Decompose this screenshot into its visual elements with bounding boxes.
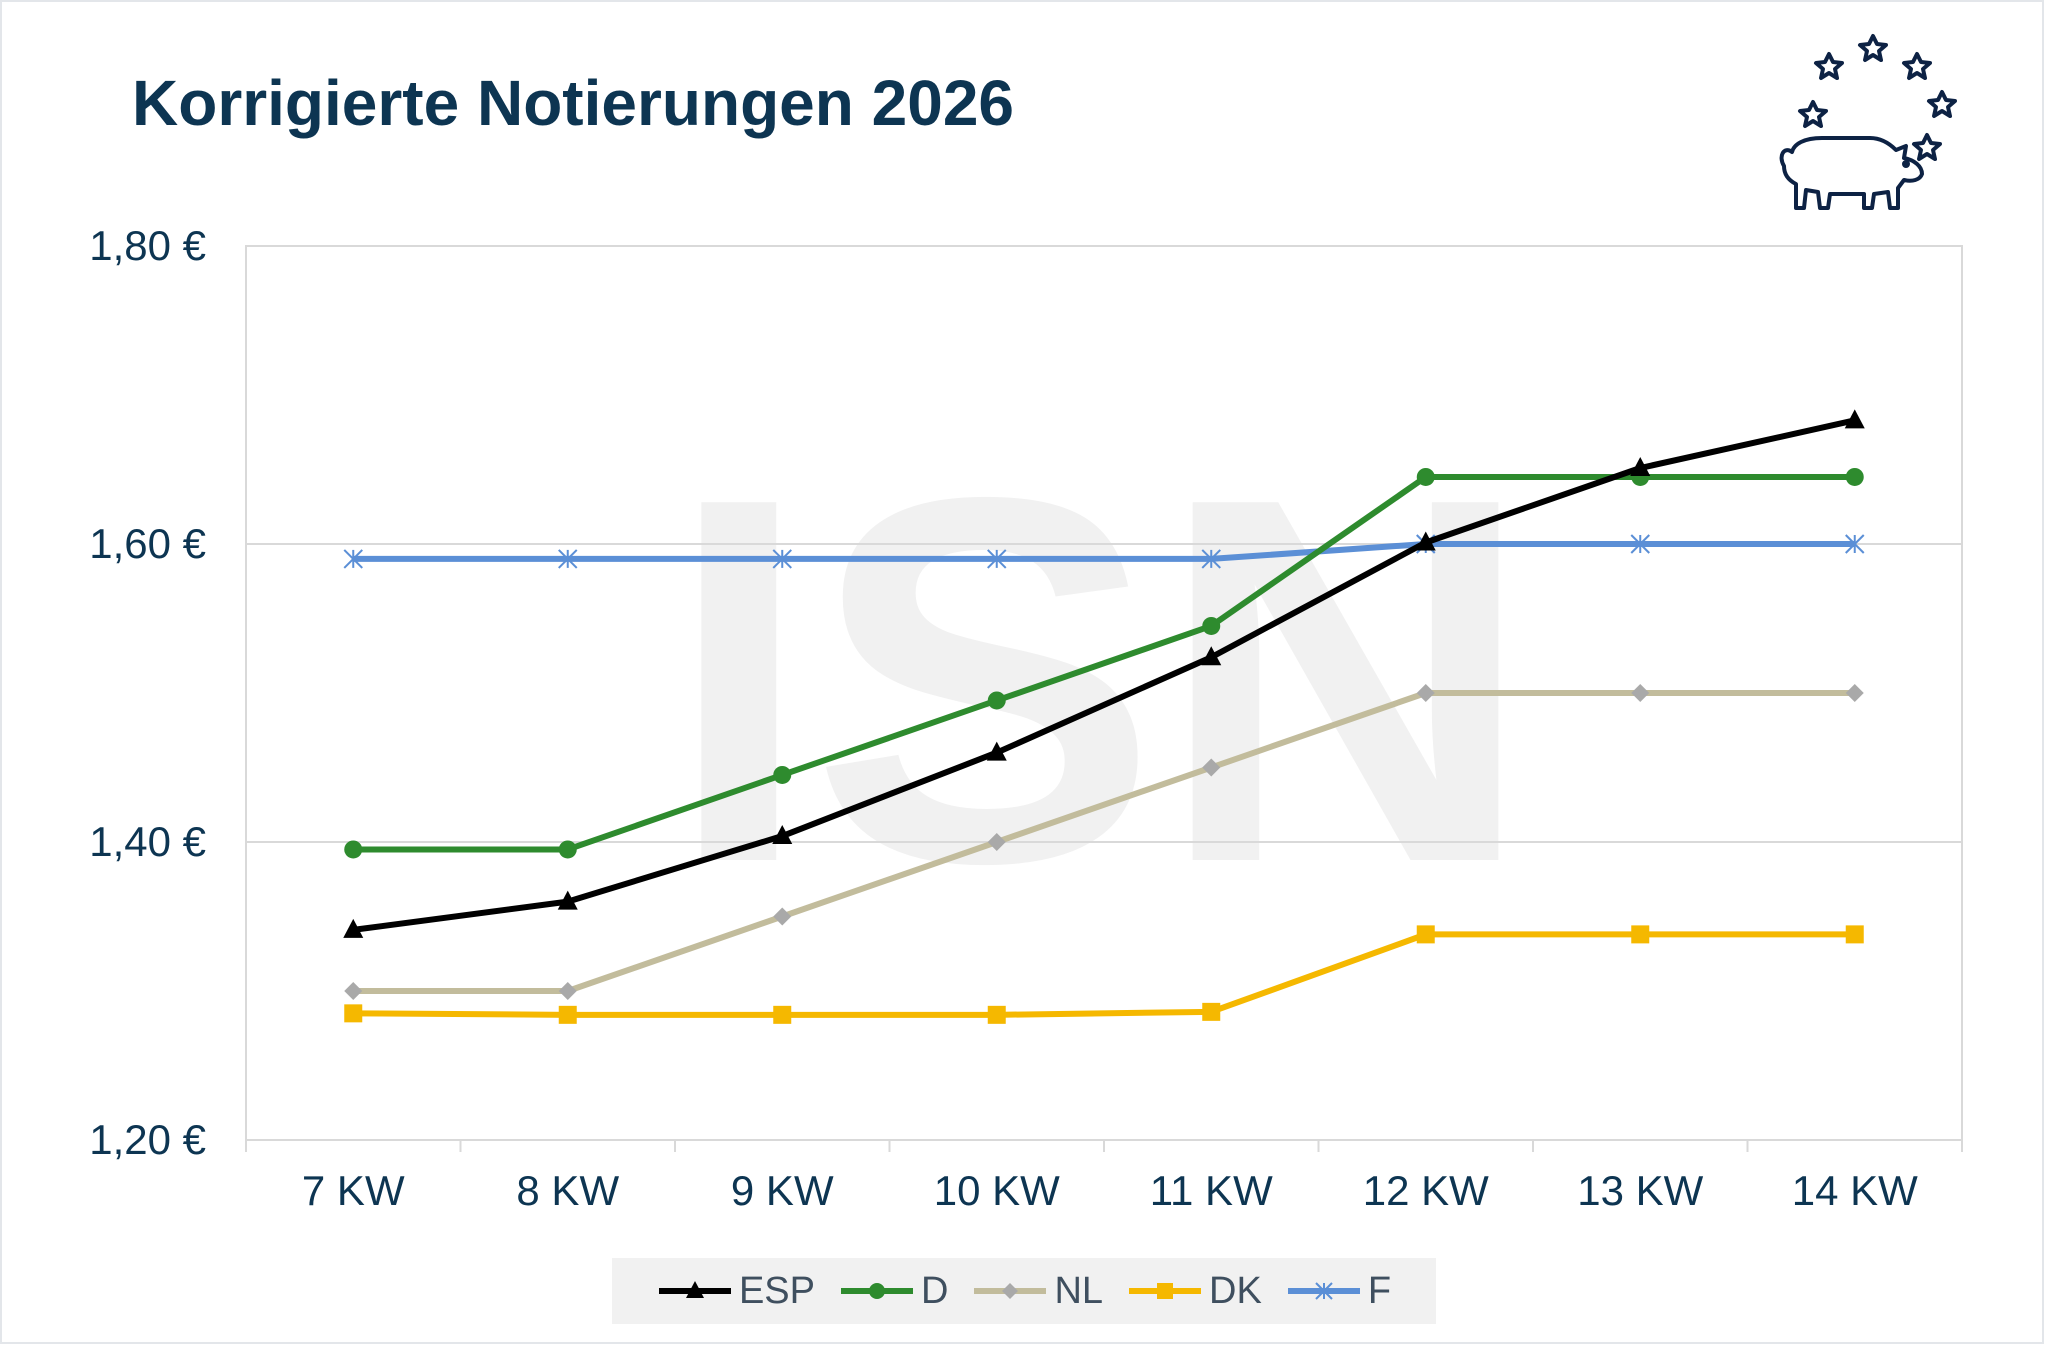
data-point (344, 1004, 363, 1023)
data-point (987, 1005, 1006, 1024)
watermark-text: ISN (667, 390, 1534, 971)
legend-label: D (921, 1269, 949, 1312)
y-tick-label: 1,80 € (89, 222, 206, 269)
x-axis: 7 KW 8 KW 9 KW 10 KW 11 KW 12 KW 13 KW 14 KW (245, 1140, 1963, 1214)
data-point (986, 741, 1007, 761)
data-point (343, 549, 363, 569)
series-esp (343, 409, 1865, 938)
data-point (558, 1005, 577, 1024)
data-point (1416, 684, 1435, 702)
legend-swatch-icon (841, 1283, 913, 1299)
x-tick-label: 7 KW (302, 1167, 405, 1214)
data-point (343, 918, 364, 938)
data-point (1630, 457, 1651, 477)
data-point (987, 549, 1007, 569)
legend-item-f: F (1286, 1270, 1391, 1313)
data-point (1631, 684, 1650, 702)
legend-swatch-icon (658, 1281, 731, 1298)
data-point (1631, 925, 1650, 944)
data-point (773, 765, 792, 784)
y-tick-label: 1,20 € (89, 1116, 206, 1163)
legend-label: NL (1054, 1269, 1104, 1312)
legend-swatch-icon (974, 1283, 1047, 1299)
legend-label: F (1367, 1269, 1392, 1312)
legend-swatch-icon (1129, 1283, 1202, 1299)
x-tick-label: 11 KW (1150, 1167, 1273, 1214)
series-line (352, 417, 1856, 933)
data-point (344, 840, 363, 859)
data-point (1416, 467, 1435, 486)
legend: ESP D NL DK F (612, 1258, 1436, 1324)
chart-title: Korrigierte Notierungen 2026 (132, 67, 1014, 139)
series-lines (343, 409, 1865, 1024)
data-point (772, 825, 793, 845)
series-line (353, 473, 1855, 853)
series-nl (344, 684, 1864, 1000)
y-tick-label: 1,40 € (89, 818, 206, 865)
data-point (1845, 534, 1865, 554)
data-point (987, 691, 1006, 710)
data-point (773, 907, 792, 926)
data-point (1630, 534, 1650, 554)
x-tick-label: 9 KW (731, 1167, 834, 1214)
x-tick-label: 13 KW (1577, 1167, 1703, 1214)
data-point (1201, 646, 1222, 666)
legend-label: DK (1209, 1269, 1262, 1312)
series-line (353, 541, 1855, 562)
legend-swatch-icon (1287, 1282, 1360, 1300)
data-point (557, 890, 578, 910)
legend-label: ESP (738, 1269, 815, 1312)
data-point (558, 840, 577, 859)
legend-item-esp: ESP (657, 1270, 815, 1313)
data-point (1202, 1002, 1221, 1021)
data-point (987, 833, 1006, 851)
pig-stars-logo-icon (1779, 34, 1957, 210)
data-point (1844, 409, 1865, 429)
y-axis: 1,20 € 1,40 € 1,60 € 1,80 € (89, 222, 206, 1163)
series-line (353, 931, 1855, 1018)
series-line (353, 690, 1855, 994)
series-dk (344, 925, 1864, 1024)
data-point (773, 1005, 792, 1024)
x-tick-label: 10 KW (934, 1167, 1060, 1214)
y-tick-label: 1,60 € (89, 520, 206, 567)
data-point (1845, 467, 1864, 486)
data-point (1845, 684, 1864, 702)
data-point (558, 549, 578, 569)
data-point (1202, 758, 1221, 777)
x-tick-label: 12 KW (1363, 1167, 1489, 1214)
data-point (344, 982, 363, 1000)
data-point (1416, 925, 1435, 944)
isn-watermark: ISN (667, 390, 1534, 971)
data-point (772, 549, 792, 569)
data-point (1845, 925, 1864, 944)
legend-item-nl: NL (972, 1270, 1103, 1313)
data-point (558, 982, 577, 1000)
legend-item-d: D (839, 1270, 948, 1313)
data-point (1415, 531, 1436, 551)
data-point (1202, 616, 1221, 635)
x-tick-label: 8 KW (516, 1167, 619, 1214)
data-point (1201, 549, 1221, 569)
legend-item-dk: DK (1127, 1270, 1262, 1313)
x-tick-label: 14 KW (1792, 1167, 1918, 1214)
